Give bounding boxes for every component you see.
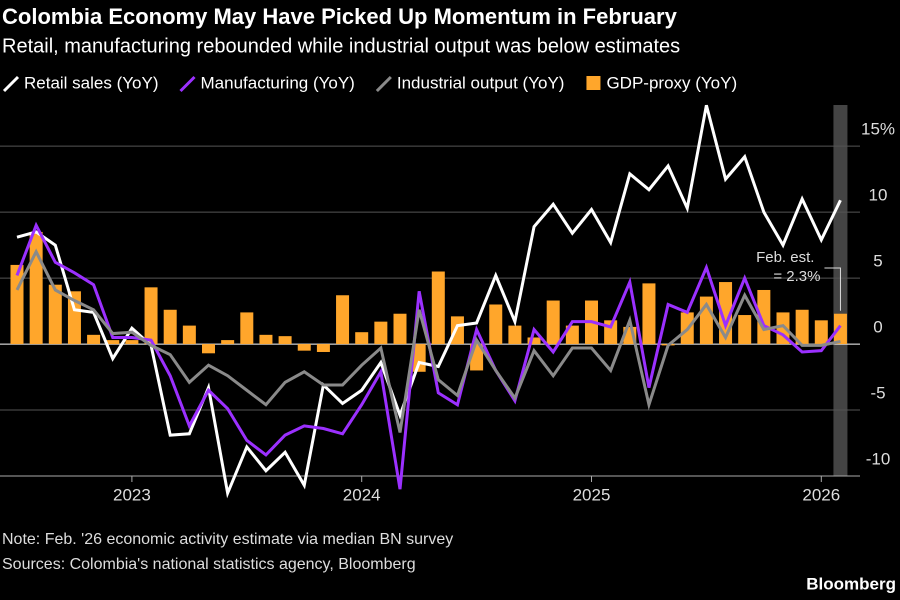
bar — [738, 315, 752, 345]
annotation: = 2.3% — [773, 268, 820, 285]
bar — [221, 340, 235, 345]
y-tick-label: -10 — [866, 449, 891, 468]
bar — [106, 340, 120, 345]
annotation: Feb. est. — [756, 249, 814, 266]
bar — [546, 300, 560, 345]
y-tick-label: 15% — [861, 120, 895, 139]
bar — [259, 334, 273, 345]
legend-swatch — [179, 75, 196, 93]
bar — [431, 271, 445, 345]
x-tick-label: 2023 — [113, 485, 151, 504]
bar — [202, 344, 215, 354]
bar — [182, 325, 196, 345]
x-tick-label: 2025 — [573, 485, 611, 504]
bar — [125, 340, 139, 345]
bar — [355, 332, 369, 345]
bar — [393, 313, 407, 345]
bar — [527, 337, 541, 345]
legend-swatch — [375, 75, 392, 93]
line — [15, 248, 841, 433]
source: Sources: Colombia's national statistics … — [2, 556, 416, 573]
legend-swatch — [2, 75, 20, 93]
legend-label: Manufacturing (YoY) — [201, 73, 355, 92]
bar — [795, 309, 809, 345]
y-tick-label: 10 — [869, 186, 888, 205]
bar — [412, 344, 426, 372]
x-tick-label: 2026 — [802, 485, 840, 504]
bar — [814, 320, 828, 345]
brand: Bloomberg — [806, 574, 896, 593]
bar — [316, 344, 330, 352]
y-tick-label: 0 — [873, 318, 882, 337]
x-tick-label: 2024 — [343, 485, 381, 504]
legend-swatch — [586, 76, 601, 90]
bar — [508, 325, 522, 345]
legend-label: Industrial output (YoY) — [397, 73, 565, 92]
y-tick-label: -5 — [870, 384, 885, 403]
bar — [642, 283, 656, 345]
bar — [297, 344, 311, 351]
bar — [565, 325, 579, 345]
legend-label: GDP-proxy (YoY) — [606, 73, 737, 92]
chart-subtitle: Retail, manufacturing rebounded while in… — [2, 35, 680, 57]
bar — [833, 313, 847, 345]
bar — [489, 304, 503, 345]
y-tick-label: 5 — [873, 252, 882, 271]
bar — [757, 289, 771, 345]
chart-title: Colombia Economy May Have Picked Up Mome… — [2, 4, 678, 29]
bar — [87, 334, 101, 345]
line — [16, 104, 842, 499]
bar — [374, 321, 388, 345]
note: Note: Feb. '26 economic activity estimat… — [2, 531, 453, 548]
bar — [144, 287, 158, 345]
bar — [48, 284, 62, 345]
line — [15, 221, 842, 490]
annotation-leader — [824, 267, 841, 311]
bar — [240, 312, 254, 345]
bar — [10, 264, 24, 345]
bar — [336, 295, 350, 345]
bar — [67, 291, 81, 345]
bar — [450, 316, 464, 345]
bar — [163, 309, 177, 345]
bar — [278, 336, 292, 345]
legend-label: Retail sales (YoY) — [24, 73, 159, 92]
